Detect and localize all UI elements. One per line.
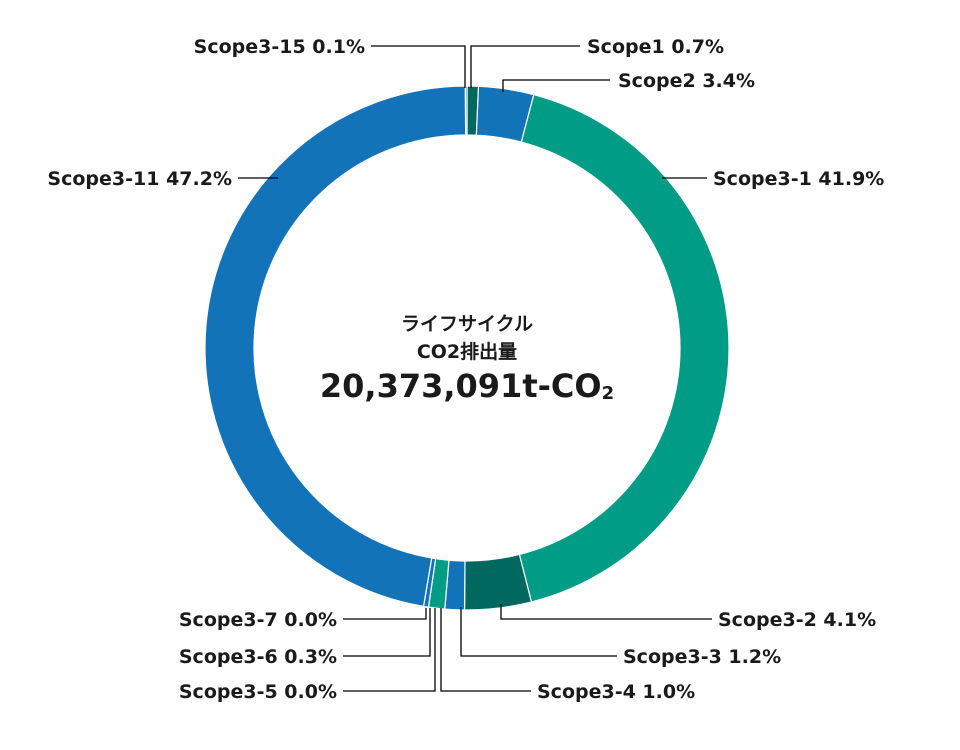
leader-line-scope3-7	[343, 608, 427, 620]
data-label-scope2: Scope2 3.4%	[618, 70, 755, 92]
data-label-scope3-3: Scope3-3 1.2%	[623, 646, 781, 668]
leader-line-scope1	[470, 45, 580, 88]
center-total-main: 20,373,091t-CO	[320, 367, 602, 405]
data-label-scope3-2: Scope3-2 4.1%	[718, 609, 876, 631]
data-label-scope3-7: Scope3-7 0.0%	[179, 609, 337, 631]
chart-slices	[204, 85, 730, 611]
data-label-scope3-5: Scope3-5 0.0%	[179, 681, 337, 703]
leader-line-scope3-4	[440, 608, 531, 692]
center-title-line2: CO2排出量	[417, 340, 517, 363]
slice-scope3-2	[463, 553, 533, 611]
slice-scope3-15	[464, 85, 468, 136]
data-label-scope3-4: Scope3-4 1.0%	[537, 681, 695, 703]
slice-labels: Scope1 0.7% Scope2 3.4% Scope3-1 41.9% Scop…	[47, 36, 884, 703]
data-label-scope1: Scope1 0.7%	[587, 36, 724, 58]
leader-lines	[238, 45, 712, 692]
center-total-value: 20,373,091t-CO2	[320, 367, 614, 405]
leader-line-scope3-3	[460, 607, 617, 657]
leader-line-scope3-15	[371, 45, 466, 88]
center-total-subscript: 2	[602, 383, 615, 404]
center-title-line1: ライフサイクル	[401, 313, 533, 335]
slice-scope3-11	[204, 85, 467, 608]
leader-line-scope3-2	[500, 604, 712, 620]
data-label-scope3-11: Scope3-11 47.2%	[47, 168, 232, 190]
data-label-scope3-6: Scope3-6 0.3%	[179, 646, 337, 668]
data-label-scope3-15: Scope3-15 0.1%	[194, 36, 365, 58]
leader-line-scope3-5	[343, 608, 436, 692]
leader-line-scope3-6	[343, 608, 431, 657]
data-label-scope3-1: Scope3-1 41.9%	[713, 168, 884, 190]
leader-line-scope2	[502, 79, 610, 92]
slice-scope3-1	[518, 93, 730, 603]
